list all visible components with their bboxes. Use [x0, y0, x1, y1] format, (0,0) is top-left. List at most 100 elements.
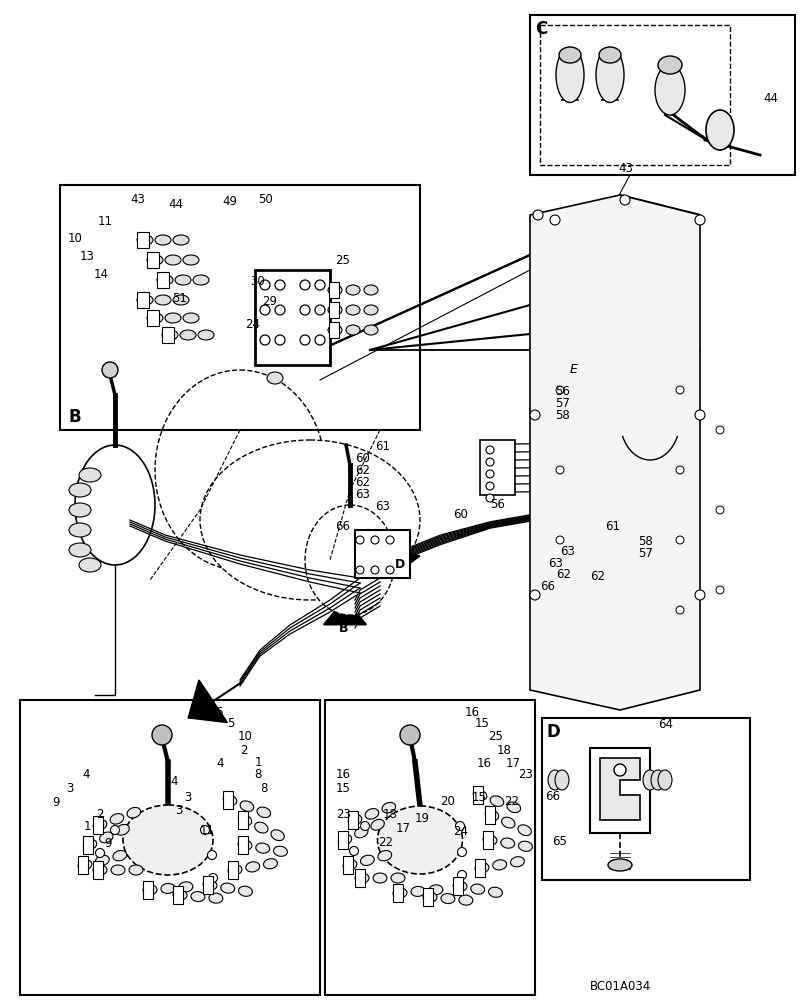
Bar: [329, 282, 339, 298]
Circle shape: [356, 536, 364, 544]
Text: 14: 14: [94, 268, 109, 281]
Ellipse shape: [339, 835, 351, 845]
Ellipse shape: [559, 47, 581, 63]
Ellipse shape: [198, 330, 214, 340]
Text: 64: 64: [658, 718, 673, 731]
Text: 66: 66: [540, 580, 555, 593]
Ellipse shape: [556, 47, 584, 103]
Bar: [338, 831, 348, 849]
Circle shape: [102, 362, 118, 378]
Bar: [147, 310, 159, 326]
Text: 23: 23: [336, 808, 351, 821]
Text: 2: 2: [96, 808, 103, 821]
Circle shape: [360, 822, 369, 830]
Ellipse shape: [165, 255, 181, 265]
Ellipse shape: [355, 873, 369, 883]
Bar: [93, 861, 103, 879]
Text: D: D: [547, 723, 561, 741]
Ellipse shape: [658, 770, 672, 790]
Ellipse shape: [655, 65, 685, 115]
Text: 63: 63: [375, 500, 390, 513]
Ellipse shape: [238, 815, 251, 825]
Circle shape: [533, 210, 543, 220]
Circle shape: [371, 536, 379, 544]
Bar: [143, 881, 153, 899]
Ellipse shape: [483, 835, 497, 845]
Ellipse shape: [346, 285, 360, 295]
Text: 16: 16: [336, 768, 351, 781]
Text: 62: 62: [590, 570, 605, 583]
Ellipse shape: [473, 790, 486, 800]
Ellipse shape: [423, 892, 437, 902]
Ellipse shape: [257, 807, 271, 818]
Text: E: E: [570, 363, 578, 376]
Text: 43: 43: [130, 193, 145, 206]
Ellipse shape: [377, 806, 462, 874]
Ellipse shape: [651, 770, 665, 790]
Circle shape: [486, 446, 494, 454]
Circle shape: [556, 386, 564, 394]
Text: 15: 15: [472, 791, 487, 804]
Ellipse shape: [238, 840, 252, 850]
Ellipse shape: [429, 885, 443, 895]
Text: B: B: [68, 408, 81, 426]
Ellipse shape: [343, 860, 357, 870]
Circle shape: [350, 846, 359, 856]
Bar: [423, 888, 433, 906]
Bar: [453, 877, 463, 895]
Text: 57: 57: [555, 397, 570, 410]
Text: 5: 5: [227, 717, 234, 730]
Circle shape: [716, 586, 724, 594]
Bar: [78, 856, 88, 874]
Ellipse shape: [453, 881, 467, 891]
Ellipse shape: [706, 110, 734, 150]
Ellipse shape: [173, 890, 187, 900]
Circle shape: [111, 826, 120, 834]
Circle shape: [152, 725, 172, 745]
Ellipse shape: [518, 825, 532, 836]
Ellipse shape: [79, 468, 101, 482]
Ellipse shape: [360, 855, 374, 865]
Ellipse shape: [346, 305, 360, 315]
Bar: [173, 886, 183, 904]
Bar: [355, 869, 365, 887]
Circle shape: [614, 764, 626, 776]
Ellipse shape: [364, 325, 378, 335]
Ellipse shape: [191, 892, 205, 902]
Ellipse shape: [355, 827, 368, 838]
Ellipse shape: [123, 805, 213, 875]
Circle shape: [486, 482, 494, 490]
Ellipse shape: [378, 851, 392, 861]
Circle shape: [457, 870, 466, 880]
Text: 1: 1: [84, 820, 91, 833]
Bar: [93, 816, 103, 834]
Circle shape: [695, 410, 705, 420]
Bar: [542, 718, 750, 880]
Bar: [393, 884, 403, 902]
Circle shape: [275, 335, 285, 345]
Bar: [485, 806, 495, 824]
Circle shape: [260, 335, 270, 345]
Ellipse shape: [238, 886, 252, 896]
Ellipse shape: [346, 325, 360, 335]
Text: 60: 60: [453, 508, 468, 521]
Bar: [228, 861, 238, 879]
Ellipse shape: [157, 275, 173, 285]
Ellipse shape: [365, 809, 379, 819]
Text: 10: 10: [68, 232, 83, 245]
Text: 10: 10: [238, 730, 253, 743]
Bar: [590, 748, 650, 833]
Ellipse shape: [223, 795, 237, 805]
Text: 30: 30: [250, 275, 265, 288]
Ellipse shape: [137, 295, 153, 305]
Text: 50: 50: [258, 193, 273, 206]
Ellipse shape: [69, 503, 91, 517]
Ellipse shape: [179, 882, 193, 892]
Ellipse shape: [137, 235, 153, 245]
Ellipse shape: [173, 235, 189, 245]
Bar: [483, 831, 493, 849]
Circle shape: [275, 305, 285, 315]
Ellipse shape: [328, 305, 342, 315]
Text: 3: 3: [175, 804, 183, 817]
Ellipse shape: [256, 843, 270, 853]
